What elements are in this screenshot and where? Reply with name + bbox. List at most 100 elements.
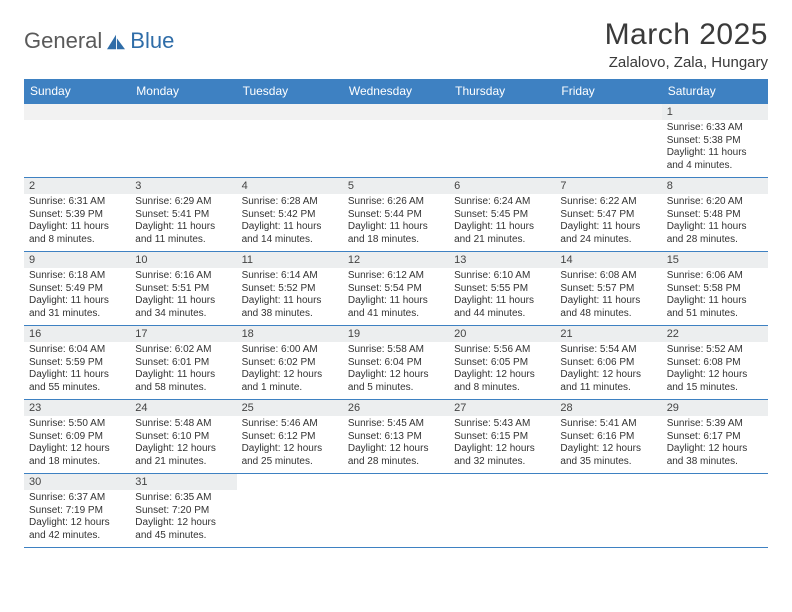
info-line: Sunrise: 6:12 AM <box>348 270 444 283</box>
calendar-row: 2Sunrise: 6:31 AMSunset: 5:39 PMDaylight… <box>24 178 768 252</box>
day-info: Sunrise: 5:46 AMSunset: 6:12 PMDaylight:… <box>237 416 343 473</box>
calendar-cell <box>237 474 343 548</box>
info-line: Sunset: 5:38 PM <box>667 135 763 148</box>
logo-text-2: Blue <box>130 28 174 54</box>
day-info: Sunrise: 6:26 AMSunset: 5:44 PMDaylight:… <box>343 194 449 251</box>
info-line: Daylight: 12 hours and 8 minutes. <box>454 369 550 394</box>
calendar-cell <box>449 104 555 178</box>
day-number: 8 <box>662 178 768 194</box>
info-line: Daylight: 11 hours and 31 minutes. <box>29 295 125 320</box>
empty-day-strip <box>237 104 343 120</box>
info-line: Sunset: 5:42 PM <box>242 209 338 222</box>
info-line: Sunset: 6:08 PM <box>667 357 763 370</box>
day-info: Sunrise: 5:52 AMSunset: 6:08 PMDaylight:… <box>662 342 768 399</box>
day-info: Sunrise: 6:02 AMSunset: 6:01 PMDaylight:… <box>130 342 236 399</box>
info-line: Sunset: 6:09 PM <box>29 431 125 444</box>
info-line: Sunset: 7:19 PM <box>29 505 125 518</box>
calendar-row: 16Sunrise: 6:04 AMSunset: 5:59 PMDayligh… <box>24 326 768 400</box>
info-line: Sunrise: 5:46 AM <box>242 418 338 431</box>
calendar-cell: 28Sunrise: 5:41 AMSunset: 6:16 PMDayligh… <box>555 400 661 474</box>
day-header: Monday <box>130 79 236 104</box>
info-line: Sunset: 6:16 PM <box>560 431 656 444</box>
info-line: Daylight: 11 hours and 21 minutes. <box>454 221 550 246</box>
info-line: Sunset: 6:13 PM <box>348 431 444 444</box>
day-info: Sunrise: 5:45 AMSunset: 6:13 PMDaylight:… <box>343 416 449 473</box>
info-line: Daylight: 11 hours and 38 minutes. <box>242 295 338 320</box>
day-number: 22 <box>662 326 768 342</box>
info-line: Daylight: 12 hours and 45 minutes. <box>135 517 231 542</box>
day-number: 12 <box>343 252 449 268</box>
info-line: Sunrise: 5:43 AM <box>454 418 550 431</box>
calendar-cell <box>449 474 555 548</box>
info-line: Daylight: 12 hours and 18 minutes. <box>29 443 125 468</box>
day-info: Sunrise: 6:16 AMSunset: 5:51 PMDaylight:… <box>130 268 236 325</box>
info-line: Sunset: 7:20 PM <box>135 505 231 518</box>
day-number: 11 <box>237 252 343 268</box>
info-line: Sunset: 5:47 PM <box>560 209 656 222</box>
calendar-row: 23Sunrise: 5:50 AMSunset: 6:09 PMDayligh… <box>24 400 768 474</box>
calendar-cell: 21Sunrise: 5:54 AMSunset: 6:06 PMDayligh… <box>555 326 661 400</box>
day-info: Sunrise: 6:10 AMSunset: 5:55 PMDaylight:… <box>449 268 555 325</box>
info-line: Sunset: 5:48 PM <box>667 209 763 222</box>
day-info: Sunrise: 5:56 AMSunset: 6:05 PMDaylight:… <box>449 342 555 399</box>
day-info: Sunrise: 6:24 AMSunset: 5:45 PMDaylight:… <box>449 194 555 251</box>
day-number: 28 <box>555 400 661 416</box>
day-number: 27 <box>449 400 555 416</box>
day-info: Sunrise: 6:22 AMSunset: 5:47 PMDaylight:… <box>555 194 661 251</box>
info-line: Daylight: 11 hours and 48 minutes. <box>560 295 656 320</box>
info-line: Sunrise: 5:52 AM <box>667 344 763 357</box>
calendar-cell: 6Sunrise: 6:24 AMSunset: 5:45 PMDaylight… <box>449 178 555 252</box>
info-line: Daylight: 12 hours and 1 minute. <box>242 369 338 394</box>
info-line: Sunrise: 5:50 AM <box>29 418 125 431</box>
day-header: Sunday <box>24 79 130 104</box>
calendar-cell <box>662 474 768 548</box>
day-number: 3 <box>130 178 236 194</box>
day-header: Saturday <box>662 79 768 104</box>
info-line: Sunrise: 6:37 AM <box>29 492 125 505</box>
info-line: Sunrise: 6:22 AM <box>560 196 656 209</box>
day-number: 1 <box>662 104 768 120</box>
info-line: Sunrise: 6:31 AM <box>29 196 125 209</box>
day-info: Sunrise: 6:06 AMSunset: 5:58 PMDaylight:… <box>662 268 768 325</box>
calendar-cell: 16Sunrise: 6:04 AMSunset: 5:59 PMDayligh… <box>24 326 130 400</box>
calendar-cell: 26Sunrise: 5:45 AMSunset: 6:13 PMDayligh… <box>343 400 449 474</box>
day-info: Sunrise: 6:33 AMSunset: 5:38 PMDaylight:… <box>662 120 768 177</box>
info-line: Daylight: 12 hours and 28 minutes. <box>348 443 444 468</box>
calendar-cell: 27Sunrise: 5:43 AMSunset: 6:15 PMDayligh… <box>449 400 555 474</box>
info-line: Daylight: 12 hours and 32 minutes. <box>454 443 550 468</box>
calendar-cell: 2Sunrise: 6:31 AMSunset: 5:39 PMDaylight… <box>24 178 130 252</box>
calendar-cell: 30Sunrise: 6:37 AMSunset: 7:19 PMDayligh… <box>24 474 130 548</box>
calendar-cell: 19Sunrise: 5:58 AMSunset: 6:04 PMDayligh… <box>343 326 449 400</box>
info-line: Sunrise: 5:56 AM <box>454 344 550 357</box>
info-line: Daylight: 11 hours and 24 minutes. <box>560 221 656 246</box>
day-number: 23 <box>24 400 130 416</box>
info-line: Sunrise: 5:54 AM <box>560 344 656 357</box>
calendar-cell: 17Sunrise: 6:02 AMSunset: 6:01 PMDayligh… <box>130 326 236 400</box>
calendar-cell: 8Sunrise: 6:20 AMSunset: 5:48 PMDaylight… <box>662 178 768 252</box>
day-header: Tuesday <box>237 79 343 104</box>
info-line: Sunset: 6:01 PM <box>135 357 231 370</box>
calendar-cell <box>130 104 236 178</box>
month-title: March 2025 <box>605 18 768 52</box>
info-line: Sunset: 6:05 PM <box>454 357 550 370</box>
info-line: Sunset: 6:17 PM <box>667 431 763 444</box>
calendar-cell: 4Sunrise: 6:28 AMSunset: 5:42 PMDaylight… <box>237 178 343 252</box>
header: General Blue March 2025 Zalalovo, Zala, … <box>24 18 768 71</box>
calendar-body: 1Sunrise: 6:33 AMSunset: 5:38 PMDaylight… <box>24 104 768 548</box>
info-line: Daylight: 12 hours and 11 minutes. <box>560 369 656 394</box>
calendar-row: 30Sunrise: 6:37 AMSunset: 7:19 PMDayligh… <box>24 474 768 548</box>
info-line: Daylight: 11 hours and 58 minutes. <box>135 369 231 394</box>
info-line: Sunset: 6:04 PM <box>348 357 444 370</box>
info-line: Sunrise: 5:45 AM <box>348 418 444 431</box>
calendar-cell: 24Sunrise: 5:48 AMSunset: 6:10 PMDayligh… <box>130 400 236 474</box>
day-info: Sunrise: 6:35 AMSunset: 7:20 PMDaylight:… <box>130 490 236 547</box>
info-line: Daylight: 11 hours and 8 minutes. <box>29 221 125 246</box>
info-line: Sunrise: 5:39 AM <box>667 418 763 431</box>
calendar-cell <box>237 104 343 178</box>
info-line: Sunrise: 6:20 AM <box>667 196 763 209</box>
info-line: Daylight: 11 hours and 34 minutes. <box>135 295 231 320</box>
info-line: Sunrise: 6:35 AM <box>135 492 231 505</box>
day-number: 29 <box>662 400 768 416</box>
calendar-cell: 20Sunrise: 5:56 AMSunset: 6:05 PMDayligh… <box>449 326 555 400</box>
info-line: Sunrise: 6:14 AM <box>242 270 338 283</box>
